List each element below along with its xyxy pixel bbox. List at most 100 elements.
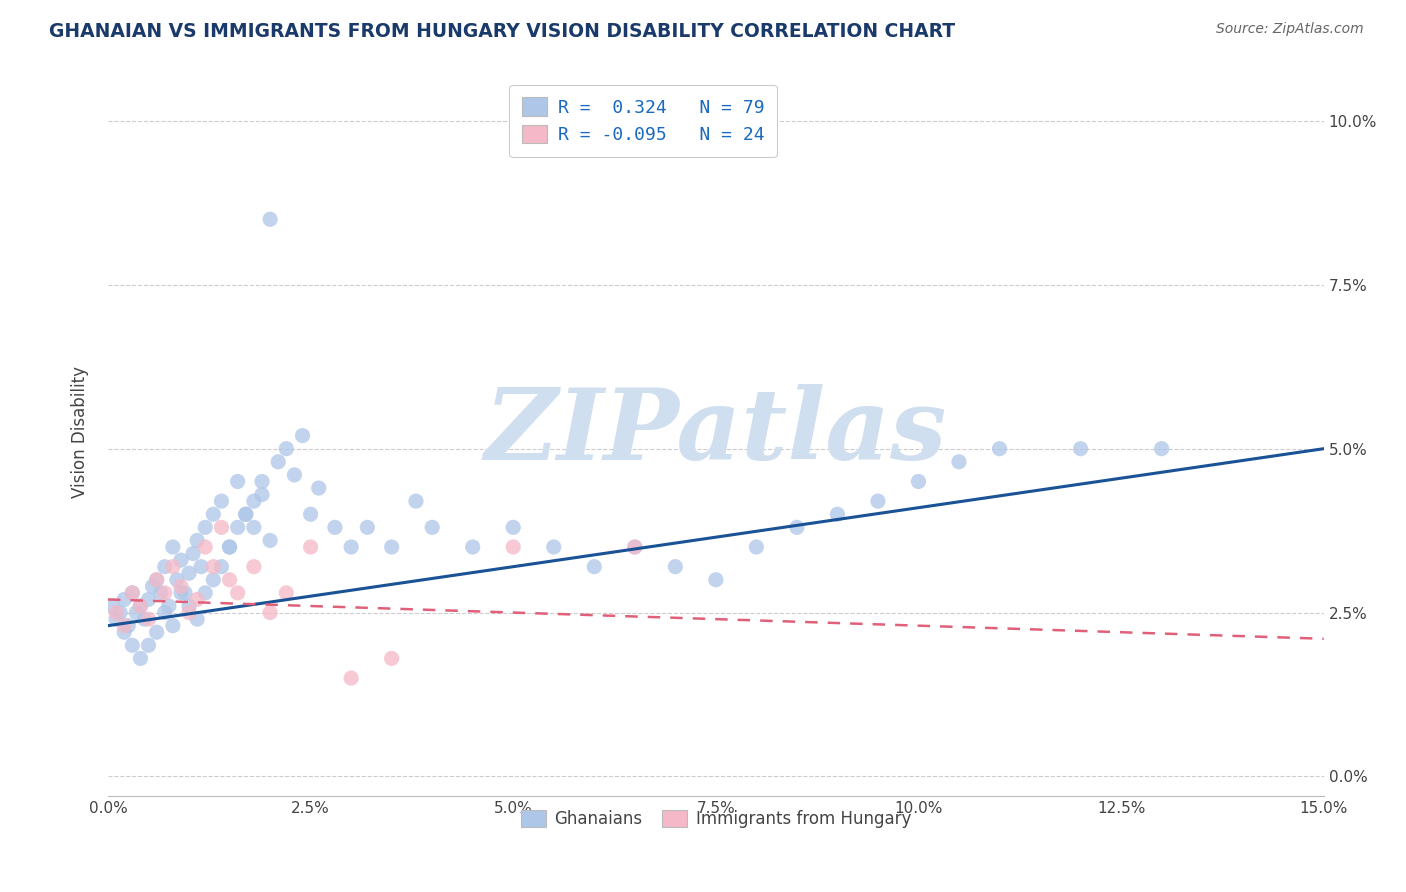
- Point: [162, 540, 184, 554]
- Point: [194, 520, 217, 534]
- Point: [202, 573, 225, 587]
- Point: [704, 573, 727, 587]
- Point: [149, 586, 172, 600]
- Point: [177, 599, 200, 613]
- Point: [186, 592, 208, 607]
- Point: [235, 507, 257, 521]
- Point: [117, 618, 139, 632]
- Point: [202, 507, 225, 521]
- Point: [194, 540, 217, 554]
- Point: [112, 625, 135, 640]
- Point: [218, 540, 240, 554]
- Point: [461, 540, 484, 554]
- Point: [105, 606, 128, 620]
- Point: [138, 592, 160, 607]
- Point: [259, 606, 281, 620]
- Point: [170, 586, 193, 600]
- Point: [502, 520, 524, 534]
- Point: [138, 638, 160, 652]
- Point: [308, 481, 330, 495]
- Point: [1150, 442, 1173, 456]
- Point: [186, 533, 208, 548]
- Point: [129, 651, 152, 665]
- Point: [162, 559, 184, 574]
- Point: [194, 586, 217, 600]
- Point: [405, 494, 427, 508]
- Point: [745, 540, 768, 554]
- Point: [243, 520, 266, 534]
- Point: [243, 559, 266, 574]
- Point: [283, 467, 305, 482]
- Point: [948, 455, 970, 469]
- Point: [121, 586, 143, 600]
- Point: [340, 540, 363, 554]
- Point: [866, 494, 889, 508]
- Point: [218, 540, 240, 554]
- Point: [502, 540, 524, 554]
- Point: [623, 540, 645, 554]
- Point: [420, 520, 443, 534]
- Point: [267, 455, 290, 469]
- Point: [664, 559, 686, 574]
- Point: [381, 651, 404, 665]
- Point: [101, 599, 124, 613]
- Point: [211, 494, 233, 508]
- Point: [988, 442, 1011, 456]
- Point: [211, 559, 233, 574]
- Point: [276, 586, 298, 600]
- Point: [786, 520, 808, 534]
- Point: [827, 507, 849, 521]
- Point: [112, 618, 135, 632]
- Point: [134, 612, 156, 626]
- Point: [340, 671, 363, 685]
- Point: [276, 442, 298, 456]
- Point: [235, 507, 257, 521]
- Point: [121, 638, 143, 652]
- Point: [166, 573, 188, 587]
- Point: [243, 494, 266, 508]
- Point: [162, 618, 184, 632]
- Point: [250, 475, 273, 489]
- Point: [105, 612, 128, 626]
- Point: [226, 475, 249, 489]
- Point: [202, 559, 225, 574]
- Point: [157, 599, 180, 613]
- Point: [299, 507, 322, 521]
- Point: [356, 520, 378, 534]
- Point: [145, 573, 167, 587]
- Point: [121, 586, 143, 600]
- Point: [138, 612, 160, 626]
- Point: [125, 606, 148, 620]
- Point: [211, 520, 233, 534]
- Point: [543, 540, 565, 554]
- Point: [250, 487, 273, 501]
- Point: [153, 559, 176, 574]
- Point: [145, 573, 167, 587]
- Text: Source: ZipAtlas.com: Source: ZipAtlas.com: [1216, 22, 1364, 37]
- Point: [299, 540, 322, 554]
- Point: [129, 599, 152, 613]
- Point: [218, 573, 240, 587]
- Point: [907, 475, 929, 489]
- Point: [291, 428, 314, 442]
- Point: [153, 586, 176, 600]
- Point: [170, 579, 193, 593]
- Point: [181, 547, 204, 561]
- Y-axis label: Vision Disability: Vision Disability: [72, 367, 89, 499]
- Point: [153, 606, 176, 620]
- Legend: Ghanaians, Immigrants from Hungary: Ghanaians, Immigrants from Hungary: [515, 804, 918, 835]
- Point: [145, 625, 167, 640]
- Point: [583, 559, 606, 574]
- Point: [226, 586, 249, 600]
- Point: [190, 559, 212, 574]
- Point: [323, 520, 346, 534]
- Point: [1070, 442, 1092, 456]
- Point: [623, 540, 645, 554]
- Point: [186, 612, 208, 626]
- Point: [170, 553, 193, 567]
- Point: [129, 599, 152, 613]
- Point: [226, 520, 249, 534]
- Text: GHANAIAN VS IMMIGRANTS FROM HUNGARY VISION DISABILITY CORRELATION CHART: GHANAIAN VS IMMIGRANTS FROM HUNGARY VISI…: [49, 22, 955, 41]
- Point: [177, 566, 200, 581]
- Point: [174, 586, 197, 600]
